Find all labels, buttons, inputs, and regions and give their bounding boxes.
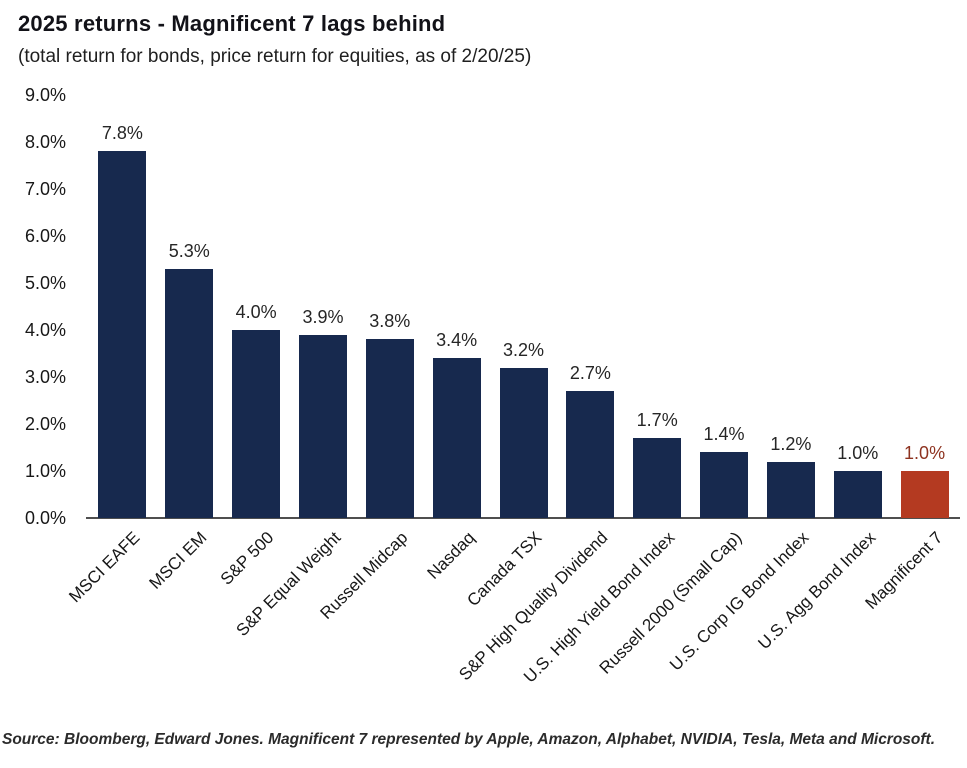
y-axis-tick-label: 0.0% (24, 508, 66, 528)
y-axis-tick-label: 1.0% (24, 461, 66, 481)
value-label-s-p-equal-weight: 3.9% (302, 306, 344, 327)
value-label-russell-2000-small-cap: 1.4% (703, 424, 745, 445)
chart-subtitle: (total return for bonds, price return fo… (18, 46, 532, 67)
chart-title: 2025 returns - Magnificent 7 lags behind (18, 11, 446, 36)
bar-u-s-corp-ig-bond-index (766, 461, 815, 518)
value-label-u-s-agg-bond-index: 1.0% (837, 443, 879, 463)
bar-nasdaq (432, 358, 481, 518)
value-label-nasdaq: 3.4% (436, 330, 478, 351)
bar-u-s-high-yield-bond-index (633, 438, 682, 518)
x-axis-line (86, 517, 960, 519)
bar-russell-2000-small-cap (700, 452, 749, 518)
bar-canada-tsx (499, 367, 548, 518)
bar-u-s-agg-bond-index (833, 471, 882, 518)
bar-s-p-high-quality-dividend (566, 391, 615, 518)
value-label-canada-tsx: 3.2% (502, 339, 545, 360)
source-note: Source: Bloomberg, Edward Jones. Magnifi… (2, 731, 936, 748)
y-axis-tick-label: 2.0% (24, 414, 66, 434)
value-label-msci-em: 5.3% (168, 240, 210, 261)
value-label-u-s-corp-ig-bond-index: 1.2% (770, 433, 812, 454)
value-label-u-s-high-yield-bond-index: 1.7% (636, 410, 678, 431)
bar-magnificent-7 (900, 471, 949, 518)
bar-s-p-equal-weight (298, 334, 347, 518)
y-axis-tick-label: 5.0% (24, 273, 66, 293)
y-axis-tick-label: 7.0% (24, 179, 66, 199)
value-label-s-p-high-quality-dividend: 2.7% (569, 363, 611, 384)
bar-msci-em (165, 268, 214, 518)
y-axis-tick-label: 4.0% (24, 320, 66, 340)
value-label-msci-eafe: 7.8% (101, 123, 143, 144)
value-label-s-p-500: 4.0% (235, 302, 277, 322)
y-axis-tick-label: 9.0% (24, 85, 66, 105)
bar-s-p-500 (232, 330, 281, 518)
bar-russell-midcap (365, 339, 414, 518)
value-label-magnificent-7: 1.0% (904, 443, 946, 463)
value-label-russell-midcap: 3.8% (369, 311, 411, 332)
y-axis-tick-label: 3.0% (24, 367, 66, 387)
bar-msci-eafe (98, 151, 147, 518)
y-axis-tick-label: 8.0% (24, 132, 66, 152)
y-axis-tick-label: 6.0% (24, 226, 66, 246)
